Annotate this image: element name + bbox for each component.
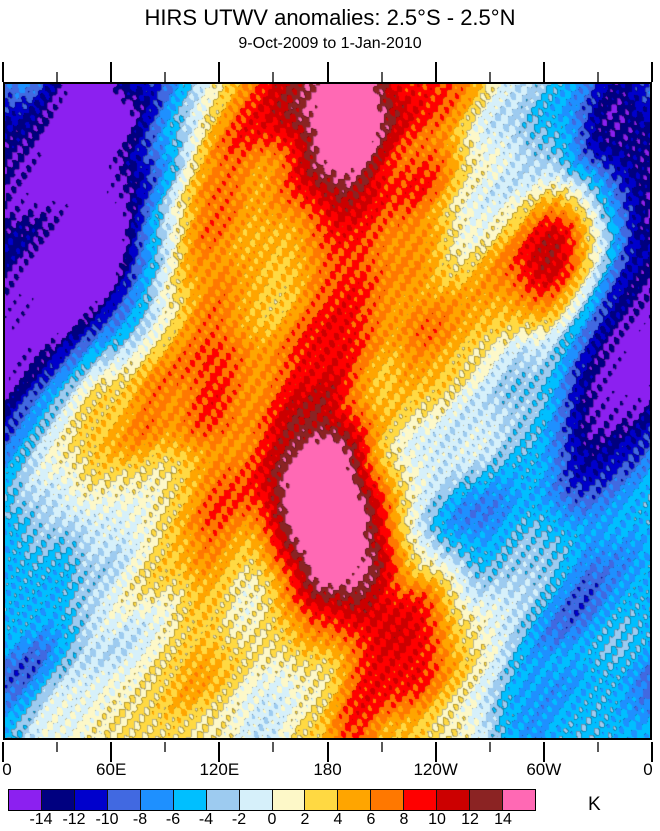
bottom-major-tick-300 (542, 742, 545, 762)
colorbar-tick-0: 0 (267, 811, 277, 828)
x-axis-tick-labels: 0 60E 120E 180 120W 60W 0 (0, 760, 660, 782)
page-title: HIRS UTWV anomalies: 2.5°S - 2.5°N (144, 5, 516, 30)
bottom-major-tick-360 (651, 742, 653, 762)
colorbar-tick--4: -4 (198, 811, 214, 828)
top-minor-tick-330 (596, 72, 599, 82)
colorbar-tick-14: 14 (494, 811, 512, 828)
colorbar-tick-labels: -14 -12 -10 -8 -6 -4 -2 0 2 4 6 8 10 12 14 (0, 811, 660, 831)
colorbar (8, 789, 536, 811)
colorbar-unit-label: K (588, 794, 601, 815)
colorbar-cell-5 (173, 790, 207, 810)
bottom-minor-tick-30 (56, 742, 59, 752)
bottom-minor-tick-210 (380, 742, 383, 752)
colorbar-tick--10: -10 (95, 811, 119, 828)
colorbar-cell-8 (272, 790, 306, 810)
colorbar-tick-10: 10 (428, 811, 446, 828)
contour-field (5, 84, 650, 738)
colorbar-tick--12: -12 (62, 811, 86, 828)
bottom-minor-tick-270 (488, 742, 491, 752)
x-tick-label-120E: 120E (199, 760, 240, 779)
page-subtitle: 9-Oct-2009 to 1-Jan-2010 (238, 35, 422, 52)
colorbar-cell-7 (239, 790, 273, 810)
colorbar-cell-13 (437, 790, 471, 810)
title-block: HIRS UTWV anomalies: 2.5°S - 2.5°N 9-Oct… (0, 0, 660, 54)
colorbar-cell-10 (338, 790, 372, 810)
colorbar-tick--6: -6 (165, 811, 181, 828)
plot-panel (3, 82, 652, 740)
top-axis-ticks (0, 62, 660, 82)
top-major-tick-300 (542, 62, 545, 82)
colorbar-tick-6: 6 (366, 811, 376, 828)
colorbar-tick-4: 4 (333, 811, 343, 828)
bottom-minor-tick-330 (596, 742, 599, 752)
x-tick-label-120W: 120W (413, 760, 458, 779)
colorbar-tick-2: 2 (300, 811, 310, 828)
top-major-tick-0 (2, 62, 4, 82)
colorbar-cell-11 (371, 790, 405, 810)
top-minor-tick-270 (488, 72, 491, 82)
colorbar-tick--8: -8 (132, 811, 148, 828)
bottom-major-tick-180 (326, 742, 329, 762)
colorbar-cell-6 (206, 790, 240, 810)
colorbar-cell-15 (503, 790, 535, 810)
bottom-axis-ticks (0, 742, 660, 762)
x-tick-label-0: 0 (2, 760, 12, 779)
bottom-major-tick-120 (218, 742, 221, 762)
colorbar-tick--2: -2 (231, 811, 247, 828)
colorbar-cell-1 (41, 790, 75, 810)
colorbar-cell-14 (470, 790, 504, 810)
x-tick-label-60E: 60E (96, 760, 127, 779)
bottom-major-tick-240 (434, 742, 437, 762)
top-major-tick-360 (651, 62, 653, 82)
top-major-tick-120 (218, 62, 221, 82)
bottom-minor-tick-90 (164, 742, 167, 752)
colorbar-cell-4 (140, 790, 174, 810)
colorbar-swatches (8, 789, 536, 811)
colorbar-tick-8: 8 (399, 811, 409, 828)
bottom-major-tick-60 (110, 742, 113, 762)
x-tick-label-0: 0 (643, 760, 653, 779)
top-major-tick-240 (434, 62, 437, 82)
bottom-minor-tick-150 (272, 742, 275, 752)
colorbar-cell-12 (404, 790, 438, 810)
top-minor-tick-150 (272, 72, 275, 82)
top-major-tick-60 (110, 62, 113, 82)
top-major-tick-180 (326, 62, 329, 82)
colorbar-tick-12: 12 (461, 811, 479, 828)
bottom-major-tick-0 (2, 742, 4, 762)
colorbar-cell-3 (107, 790, 141, 810)
colorbar-cell-0 (9, 790, 42, 810)
colorbar-tick--14: -14 (29, 811, 53, 828)
x-tick-label-180: 180 (313, 760, 342, 779)
colorbar-cell-9 (305, 790, 339, 810)
top-minor-tick-30 (56, 72, 59, 82)
top-minor-tick-90 (164, 72, 167, 82)
colorbar-cell-2 (74, 790, 108, 810)
x-tick-label-60W: 60W (526, 760, 562, 779)
top-minor-tick-210 (380, 72, 383, 82)
